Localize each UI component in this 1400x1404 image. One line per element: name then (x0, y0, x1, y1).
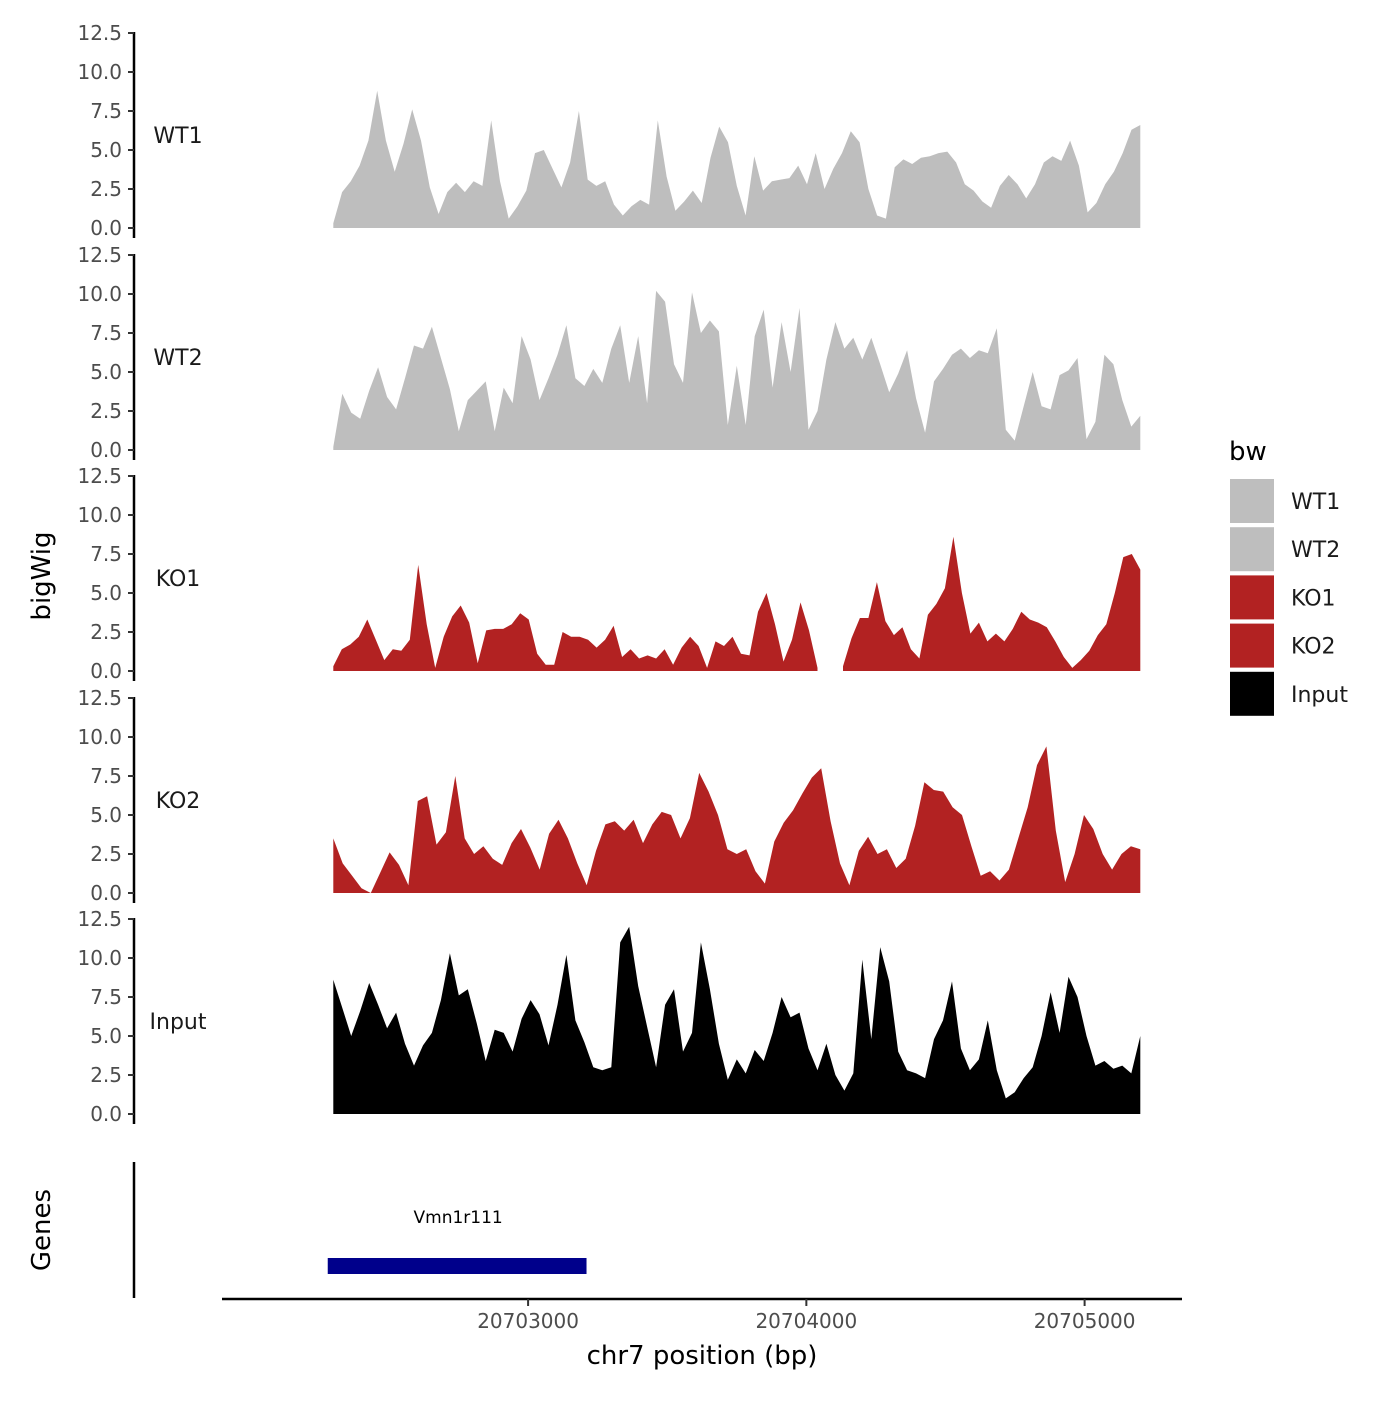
track-wt1: 0.0 2.5 5.0 7.5 10.0 12.5 WT1 (77, 21, 1141, 240)
y-tick-label: 2.5 (90, 1063, 122, 1087)
y-tick-label: 0.0 (90, 1102, 122, 1126)
y-tick-label: 0.0 (90, 438, 122, 462)
y-tick-label: 2.5 (90, 620, 122, 644)
y-tick-label: 7.5 (90, 764, 122, 788)
tracks-layer: 0.0 2.5 5.0 7.5 10.0 12.5 WT1 0.0 2.5 5.0 7.5 10.0 1… (77, 21, 1141, 1126)
gene-body (327, 1258, 587, 1274)
y-tick-label: 7.5 (90, 99, 122, 123)
y-tick-label: 12.5 (77, 907, 122, 931)
legend-swatch (1230, 623, 1274, 668)
genes-track: Genes Vmn1r111 (27, 1162, 587, 1298)
track-ko2: 0.0 2.5 5.0 7.5 10.0 12.5 KO2 (77, 686, 1141, 905)
y-tick-label: 10.0 (77, 946, 122, 970)
coverage-area (333, 290, 1141, 450)
y-tick-label: 7.5 (90, 321, 122, 345)
y-tick-label: 5.0 (90, 138, 122, 162)
y-tick-label: 10.0 (77, 725, 122, 749)
x-tick-label: 20705000 (1034, 1309, 1136, 1333)
legend: bw WT1 WT2 KO1 KO2 Input (1229, 437, 1348, 716)
y-tick-label: 7.5 (90, 985, 122, 1009)
coverage-area (333, 90, 1141, 228)
y-tick-label: 12.5 (77, 464, 122, 488)
x-tick-label: 20704000 (755, 1309, 857, 1333)
y-tick-label: 10.0 (77, 503, 122, 527)
coverage-area (333, 746, 1141, 893)
track-label: KO1 (156, 567, 201, 592)
x-axis: chr7 position (bp) 20703000 20704000 20705… (222, 1297, 1182, 1371)
y-tick-label: 2.5 (90, 399, 122, 423)
legend-swatch (1230, 671, 1274, 716)
legend-label: Input (1291, 683, 1348, 708)
track-wt2: 0.0 2.5 5.0 7.5 10.0 12.5 WT2 (77, 243, 1141, 462)
track-label: WT1 (153, 124, 202, 149)
legend-label: KO1 (1291, 586, 1336, 611)
coverage-area (843, 536, 1141, 671)
y-tick-label: 12.5 (77, 21, 122, 45)
gene-label: Vmn1r111 (414, 1208, 503, 1228)
x-axis-title: chr7 position (bp) (587, 1341, 818, 1371)
y-tick-label: 5.0 (90, 581, 122, 605)
y-tick-label: 5.0 (90, 360, 122, 384)
x-tick-label: 20703000 (477, 1309, 579, 1333)
y-tick-label: 10.0 (77, 282, 122, 306)
y-tick-label: 5.0 (90, 803, 122, 827)
track-label: Input (150, 1010, 207, 1035)
y-tick-label: 12.5 (77, 243, 122, 267)
track-ko1: 0.0 2.5 5.0 7.5 10.0 12.5 KO1 (77, 464, 1141, 683)
genes-track-title: Genes (27, 1189, 57, 1271)
y-tick-label: 2.5 (90, 842, 122, 866)
y-tick-label: 0.0 (90, 881, 122, 905)
legend-swatch (1230, 479, 1274, 523)
legend-label: WT1 (1291, 490, 1340, 515)
legend-label: WT2 (1291, 538, 1340, 563)
y-tick-label: 7.5 (90, 542, 122, 566)
y-tick-label: 12.5 (77, 686, 122, 710)
legend-swatch (1230, 575, 1274, 620)
y-tick-label: 0.0 (90, 216, 122, 240)
y-tick-label: 10.0 (77, 60, 122, 84)
legend-label: KO2 (1291, 635, 1336, 660)
track-label: WT2 (153, 346, 202, 371)
legend-swatch (1230, 527, 1274, 572)
coverage-area (333, 926, 1141, 1114)
coverage-area (333, 564, 818, 671)
y-axis-title: bigWig (27, 531, 57, 620)
legend-title: bw (1229, 437, 1267, 467)
track-input: 0.0 2.5 5.0 7.5 10.0 12.5 Input (77, 907, 1141, 1126)
track-label: KO2 (156, 789, 201, 814)
y-tick-label: 5.0 (90, 1024, 122, 1048)
y-tick-label: 0.0 (90, 659, 122, 683)
y-tick-label: 2.5 (90, 177, 122, 201)
